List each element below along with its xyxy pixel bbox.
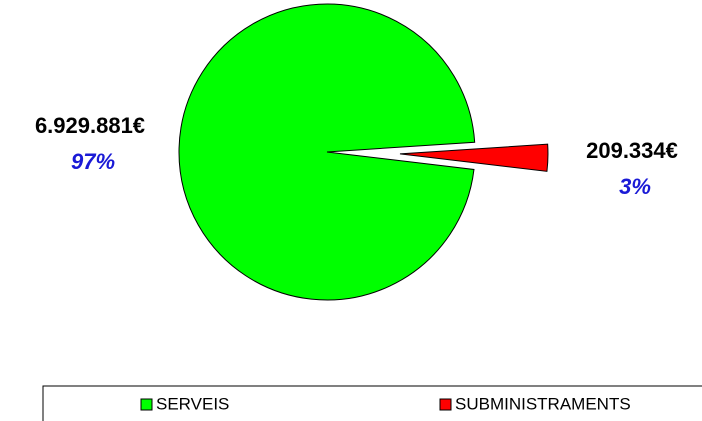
pie-slice [399, 143, 549, 172]
percentage-label: 3% [619, 174, 651, 199]
legend-swatch [439, 398, 452, 411]
value-label: 209.334€ [586, 138, 678, 163]
percentage-label: 97% [71, 149, 115, 174]
value-label: 6.929.881€ [35, 113, 145, 138]
legend-swatch [140, 398, 153, 411]
pie-slice [178, 3, 476, 301]
legend-label: SERVEIS [156, 394, 229, 413]
legend-label: SUBMINISTRAMENTS [455, 394, 631, 413]
legend-box [42, 385, 702, 421]
